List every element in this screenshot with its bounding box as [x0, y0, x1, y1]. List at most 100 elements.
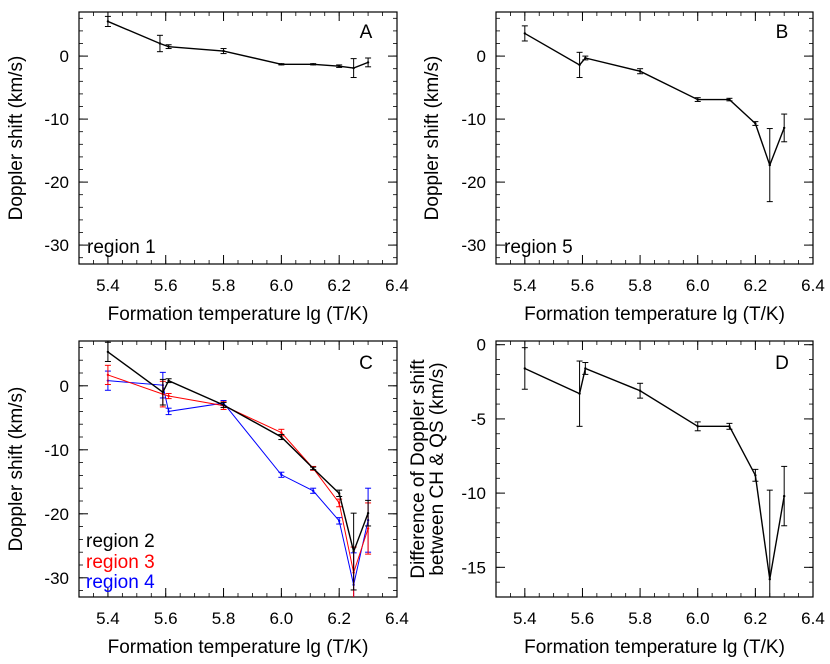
data-point [311, 467, 315, 470]
data-point [106, 20, 110, 23]
x-tick-label: 6.2 [744, 276, 768, 295]
y-tick-label: 0 [477, 47, 486, 66]
series-line-region-2 [107, 351, 369, 554]
x-tick-label: 5.4 [96, 276, 120, 295]
x-tick-label: 6.4 [385, 276, 409, 295]
data-point [366, 527, 370, 530]
data-point [696, 98, 699, 101]
x-axis-label: Formation temperature lg (T/K) [524, 304, 785, 325]
data-point [337, 64, 341, 68]
data-point [523, 32, 527, 35]
y-axis-label: Doppler shift (km/s) [422, 56, 443, 221]
x-tick-label: 5.4 [513, 609, 537, 628]
x-axis-label: Formation temperature lg (T/K) [108, 304, 369, 325]
x-tick-label: 5.6 [154, 276, 178, 295]
data-point [782, 126, 786, 130]
data-point [167, 379, 170, 382]
data-point [638, 70, 642, 73]
y-tick-label: -20 [44, 505, 69, 524]
data-point [638, 389, 642, 392]
legend-entry: region 4 [86, 572, 155, 593]
data-layer [104, 341, 372, 597]
y-tick-label: -20 [461, 173, 486, 192]
x-tick-label: 6.2 [744, 609, 768, 628]
x-tick-label: 6.4 [801, 276, 825, 295]
data-point [366, 511, 370, 515]
data-point [578, 63, 581, 67]
y-tick-label: -15 [461, 558, 486, 577]
x-tick-label: 6.2 [327, 609, 351, 628]
data-point [366, 61, 370, 64]
series-line [524, 367, 785, 580]
y-tick-label: -10 [44, 110, 69, 129]
panel-label: A [360, 22, 373, 43]
legend-entry: region 3 [86, 552, 155, 573]
y-tick-label: -5 [471, 410, 486, 429]
y-axis-label: Doppler shift (km/s) [6, 56, 27, 221]
data-point [696, 425, 699, 428]
data-point [280, 431, 283, 434]
data-layer [104, 15, 372, 79]
x-tick-label: 5.4 [513, 276, 537, 295]
panel-d: 5.4 5.6 5.8 6.0 6.2 6.4 0 -5 -10 -15 Formation tem… [408, 336, 825, 658]
data-point [352, 550, 355, 553]
x-axis-label: Formation temperature lg (T/K) [524, 637, 785, 658]
data-point [337, 519, 341, 523]
plot-frame [78, 11, 398, 265]
x-tick-label: 6.0 [686, 609, 710, 628]
data-point [280, 473, 283, 476]
data-point [280, 435, 283, 439]
panel-b: 5.4 5.6 5.8 6.0 6.2 6.4 0 -10 -20 -30 Formation te… [422, 11, 825, 325]
data-point [161, 391, 165, 394]
data-point [782, 494, 786, 498]
data-point [222, 49, 225, 53]
x-tick-label: 5.8 [212, 609, 236, 628]
x-tick-label: 5.8 [628, 276, 652, 295]
x-tick-label: 6.4 [385, 609, 409, 628]
data-point [222, 403, 225, 407]
x-tick-label: 5.8 [212, 276, 236, 295]
y-axis-label-line: Difference of Doppler shift [408, 359, 429, 579]
y-tick-label: -10 [44, 441, 69, 460]
data-point [337, 501, 341, 505]
data-point [167, 410, 170, 413]
data-point [523, 367, 527, 370]
data-point [337, 492, 341, 495]
y-tick-label: -30 [44, 569, 69, 588]
y-tick-label: 0 [60, 377, 69, 396]
panel-label: D [775, 353, 789, 374]
data-point [352, 66, 355, 70]
legend-entry: region 2 [86, 531, 155, 552]
data-point [106, 350, 110, 354]
y-tick-label: -20 [44, 173, 69, 192]
y-tick-label: -30 [461, 236, 486, 255]
data-point [167, 45, 170, 48]
data-point [754, 122, 757, 125]
data-point [584, 56, 587, 60]
data-point [167, 394, 170, 398]
data-point [754, 474, 757, 477]
y-tick-label: -10 [461, 110, 486, 129]
data-point [768, 163, 771, 167]
series-line [107, 20, 369, 69]
panel-label: B [776, 22, 789, 43]
y-tick-label: -30 [44, 236, 69, 255]
data-point [158, 42, 162, 45]
region-annotation: region 5 [504, 237, 573, 258]
data-point [106, 373, 110, 377]
x-axis-label: Formation temperature lg (T/K) [108, 637, 369, 658]
panel-a: 5.4 5.6 5.8 6.0 6.2 6.4 0 -10 -20 -30 Formation te… [6, 11, 409, 325]
x-tick-label: 6.4 [801, 609, 825, 628]
data-point [768, 577, 771, 581]
data-point [280, 63, 283, 66]
plot-frame [495, 11, 814, 265]
data-layer [521, 25, 788, 203]
panel-label: C [359, 353, 373, 374]
panel-c: 5.4 5.6 5.8 6.0 6.2 6.4 0 -10 -20 -30 Formation te… [6, 340, 409, 658]
data-point [578, 392, 581, 395]
region-annotation: region 1 [87, 237, 156, 258]
y-axis-label: Doppler shift (km/s) [6, 387, 27, 552]
x-tick-label: 5.6 [571, 609, 595, 628]
plot-frame [495, 340, 814, 598]
